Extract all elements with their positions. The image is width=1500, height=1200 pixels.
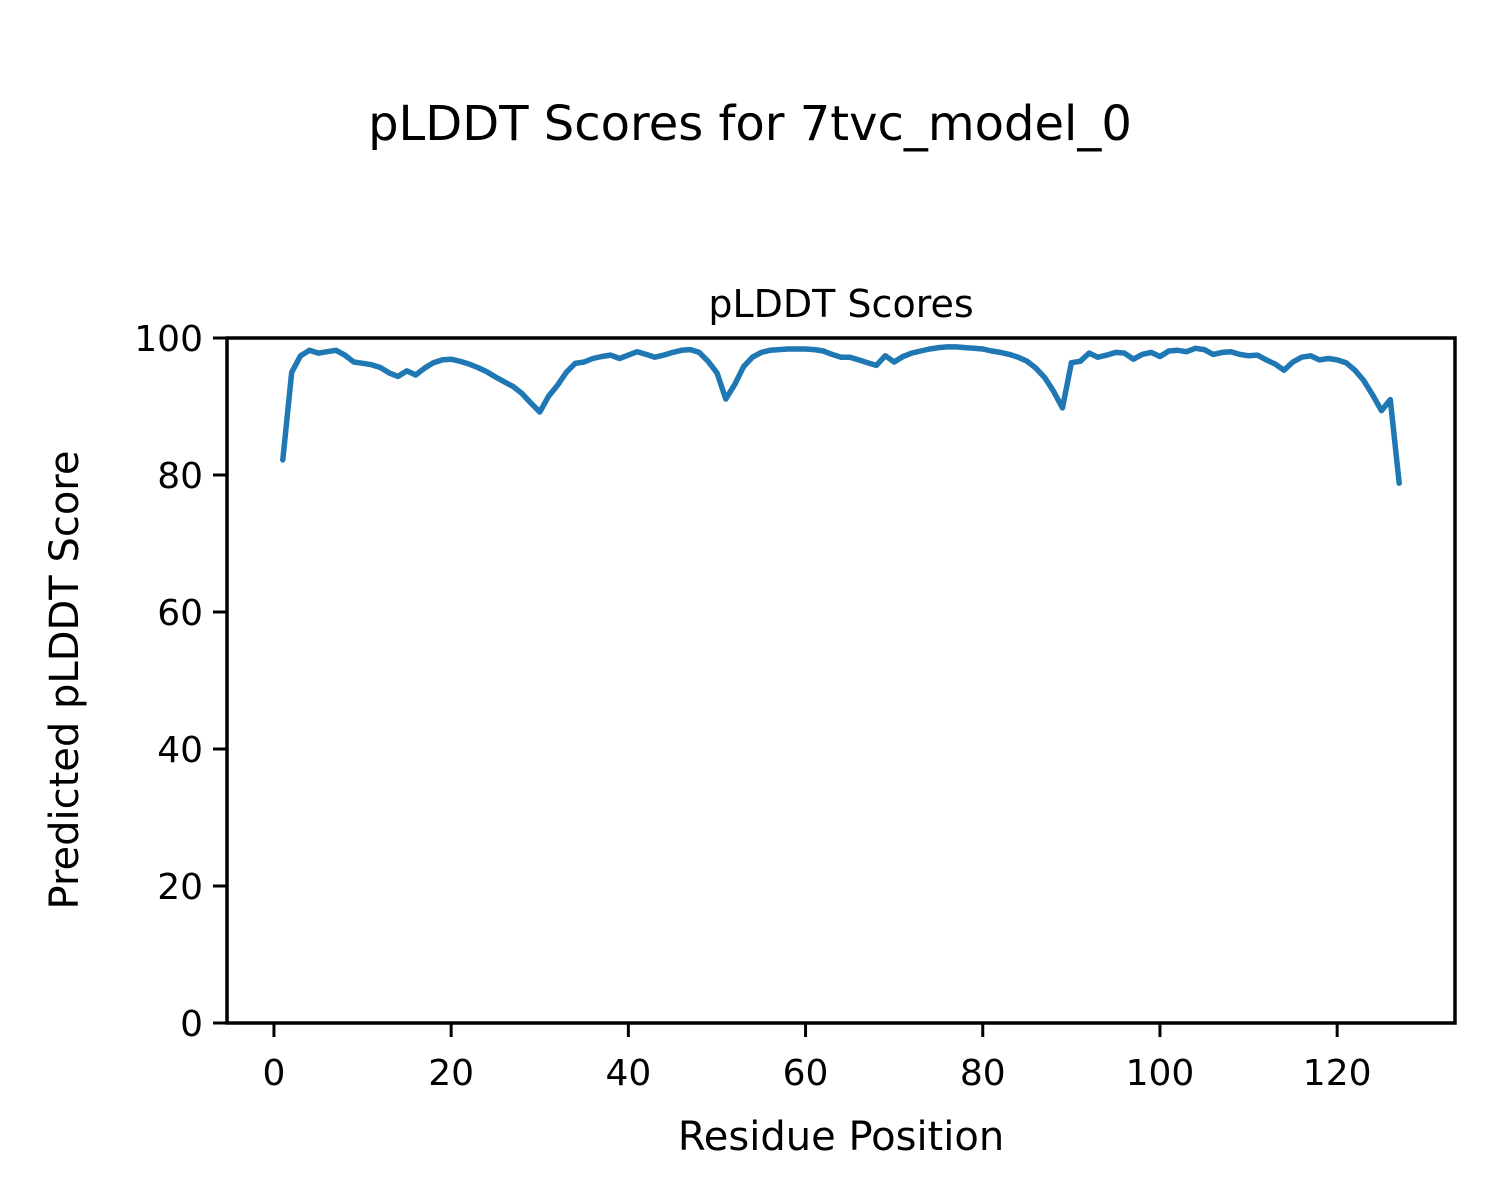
axes-frame — [225, 336, 1457, 1025]
axes-title: pLDDT Scores — [708, 282, 973, 326]
y-tick-label: 20 — [157, 867, 203, 908]
x-tick-label: 40 — [605, 1053, 651, 1094]
y-tick-label: 80 — [157, 456, 203, 497]
y-axis-label: Predicted pLDDT Score — [42, 451, 88, 910]
x-tick-label: 80 — [960, 1053, 1006, 1094]
x-axis-ticks: 0 20 40 60 80 100 120 — [263, 1023, 1372, 1094]
y-axis-ticks: 0 20 40 60 80 100 — [134, 319, 227, 1045]
y-tick-label: 40 — [157, 730, 203, 771]
x-tick-label: 100 — [1126, 1053, 1195, 1094]
figure-title: pLDDT Scores for 7tvc_model_0 — [368, 96, 1132, 152]
y-tick-label: 100 — [134, 319, 203, 360]
x-axis-label: Residue Position — [678, 1114, 1004, 1160]
plddt-score-line — [280, 344, 1402, 486]
x-tick-label: 0 — [263, 1053, 286, 1094]
y-tick-label: 0 — [180, 1004, 203, 1045]
y-tick-label: 60 — [157, 593, 203, 634]
x-tick-label: 60 — [783, 1053, 829, 1094]
x-tick-label: 20 — [428, 1053, 474, 1094]
x-tick-label: 120 — [1303, 1053, 1372, 1094]
